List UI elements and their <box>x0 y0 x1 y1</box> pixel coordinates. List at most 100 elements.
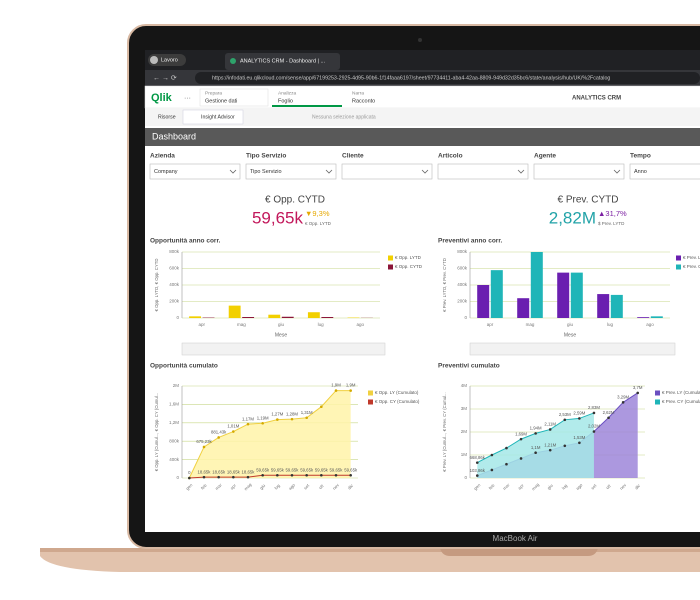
mini-scrollbar[interactable] <box>469 342 676 356</box>
sheet-title-bar <box>145 128 700 146</box>
point <box>578 441 581 445</box>
x-tick-label: set <box>303 482 311 490</box>
legend-label: € Opp. CYTD <box>395 264 423 269</box>
y-tick-label: 4M <box>461 383 468 388</box>
legend-label: € Prev. CY (Cumulato) <box>662 399 700 404</box>
profile-pill[interactable] <box>148 54 186 66</box>
filter-box[interactable] <box>149 163 241 180</box>
kpi-delta-label: € Opp. LYTD <box>305 221 332 226</box>
value-label: 59,65k <box>271 467 285 472</box>
value-label: 59,65k <box>286 467 300 472</box>
kpi-title: € Opp. CYTD <box>265 195 325 206</box>
point <box>563 418 567 422</box>
value-label: 2,53M <box>559 412 571 417</box>
value-label: 18,65k <box>212 469 226 474</box>
point <box>202 445 206 449</box>
filter-box[interactable] <box>341 163 433 180</box>
x-tick-label: apr <box>199 322 206 327</box>
value-label: 1,28M <box>286 411 298 416</box>
series-line <box>188 390 351 479</box>
bar <box>307 312 320 318</box>
point <box>334 473 338 477</box>
x-tick-label: nov <box>619 482 628 491</box>
toolbar-item: Insight Advisor <box>201 114 235 120</box>
filter-label: Articolo <box>438 153 463 160</box>
chart-title: Opportunità cumulato <box>150 363 218 370</box>
x-tick-label: feb <box>200 482 208 490</box>
dropdown-arrow <box>229 169 237 174</box>
point <box>519 457 523 460</box>
point <box>534 451 537 455</box>
nav-sub: Racconto <box>352 98 375 104</box>
y-tick-label: 200k <box>169 299 180 304</box>
x-tick-label: ago <box>646 322 654 327</box>
kpi-delta: ▼9,3% <box>305 209 330 218</box>
x-tick-label: giu <box>567 322 574 327</box>
point <box>188 476 191 480</box>
point <box>232 430 235 433</box>
point <box>548 448 552 452</box>
filter-box[interactable] <box>533 163 625 180</box>
mini-scrollbar[interactable] <box>181 342 386 356</box>
y-tick-label: 200k <box>457 299 468 304</box>
profile-name: Lavoro <box>161 57 178 63</box>
filter-label: Tempo <box>630 153 651 160</box>
legend-label: € Opp. CY (Cumulato) <box>375 399 420 404</box>
point <box>475 461 479 464</box>
y-axis-title: € Opp. LYTD, € Opp. CYTD <box>154 259 159 312</box>
nav-buttons[interactable]: ← → ⟳ <box>153 75 177 82</box>
tab-title: ANALYTICS CRM - Dashboard | ... <box>240 58 326 64</box>
value-label: 668,86k <box>470 455 486 460</box>
y-tick-label: 800k <box>169 249 180 254</box>
bar <box>557 272 570 318</box>
point <box>217 475 220 479</box>
x-tick-label: set <box>590 482 598 490</box>
x-tick-label: apr <box>229 482 237 490</box>
area-fill <box>477 392 638 478</box>
point <box>607 416 610 420</box>
filter-label: Agente <box>534 153 556 160</box>
value-label: 59,65k <box>330 467 344 472</box>
bar <box>189 316 202 318</box>
y-tick-label: 2M <box>173 383 180 388</box>
insight-advisor-button[interactable] <box>182 109 244 125</box>
y-tick-label: 1M <box>461 452 468 457</box>
x-tick-label: gen <box>185 482 194 491</box>
x-tick-label: mag <box>526 322 535 327</box>
filter-box[interactable] <box>437 163 529 180</box>
value-label: 59,65k <box>315 467 329 472</box>
active-tab[interactable] <box>225 53 340 70</box>
nav-box <box>199 88 269 107</box>
point <box>305 473 308 477</box>
point <box>548 428 552 431</box>
kpi-delta: ▲31,7% <box>598 209 627 218</box>
value-label: 59,65k <box>344 467 358 472</box>
point <box>276 473 279 477</box>
point <box>490 453 494 457</box>
legend-swatch <box>676 264 681 270</box>
filter-box[interactable] <box>245 163 337 180</box>
legend-swatch <box>676 255 681 261</box>
toolbar <box>145 108 700 126</box>
y-tick-label: 0 <box>464 475 467 480</box>
y-tick-label: 800k <box>457 249 468 254</box>
nav-selected <box>272 105 342 107</box>
value-label: 1,69M <box>515 431 527 436</box>
filter-value: Company <box>154 169 178 175</box>
device-label: MacBook Air <box>493 534 538 543</box>
tab-icon <box>230 58 236 64</box>
point <box>592 430 596 433</box>
value-label: 1,19M <box>257 415 269 420</box>
url-field[interactable] <box>195 72 700 84</box>
bar <box>610 294 623 318</box>
avatar <box>150 56 158 64</box>
y-tick-label: 600k <box>169 266 180 271</box>
bar <box>597 294 610 318</box>
menu-dots[interactable]: ··· <box>184 95 191 102</box>
area-fill <box>477 412 594 478</box>
bar <box>517 298 530 318</box>
bar <box>268 314 281 318</box>
filter-box[interactable] <box>629 163 700 180</box>
legend-swatch <box>388 264 393 270</box>
